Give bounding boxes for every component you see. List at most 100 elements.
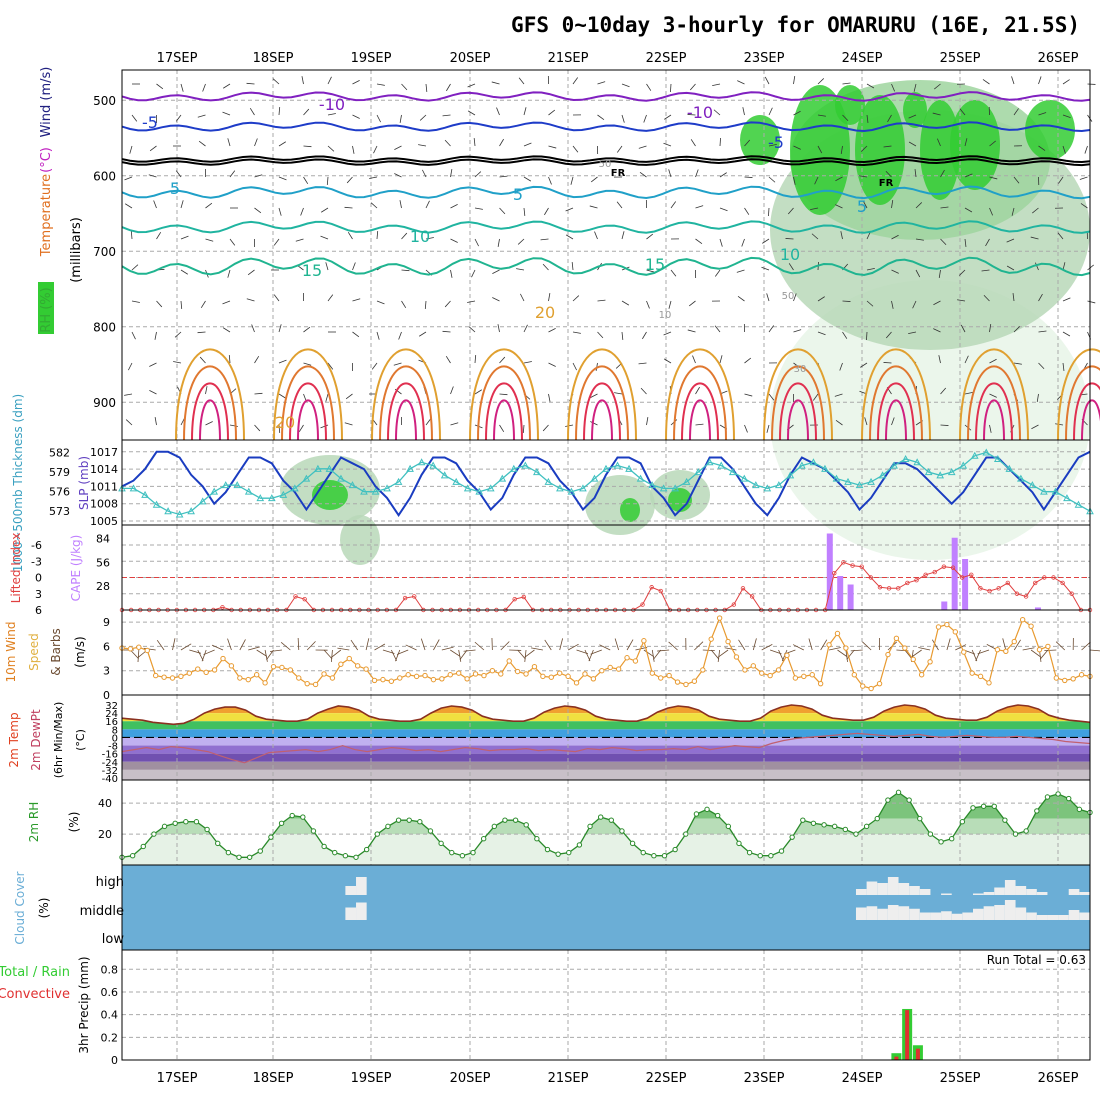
date-label-bottom: 25SEP	[940, 1071, 981, 1086]
rh-point	[216, 841, 220, 845]
y-tick-label: 0.6	[101, 986, 119, 999]
rh-point	[726, 824, 730, 828]
rh-shading	[950, 100, 1000, 190]
date-label-bottom: 24SEP	[842, 1071, 883, 1086]
rh-point	[524, 823, 528, 827]
y-tick-label: -6	[31, 539, 42, 552]
wind-speed-point	[128, 647, 132, 651]
wind-speed-point	[903, 646, 907, 650]
y-axis-label: (°C)	[74, 729, 87, 751]
cloud-bar-middle	[1026, 913, 1037, 921]
wind-speed-point	[423, 673, 427, 677]
wind-speed-point	[717, 616, 721, 620]
y-axis-label: Lifted Index	[9, 533, 23, 604]
y-axis-label: (millibars)	[69, 217, 84, 283]
rh-point	[769, 854, 773, 858]
wind-speed-point	[566, 674, 570, 678]
precip-bar-convective	[916, 1049, 920, 1060]
wind-speed-point	[962, 650, 966, 654]
wind-speed-point	[743, 668, 747, 672]
rh-point	[620, 829, 624, 833]
y-axis-label: 10m Wind	[4, 622, 18, 683]
wind-speed-point	[978, 674, 982, 678]
wind-barb	[745, 177, 753, 178]
wind-speed-point	[1063, 678, 1067, 682]
rh-point	[418, 820, 422, 824]
y-tick-label: -40	[102, 774, 118, 785]
wind-speed-point	[616, 667, 620, 671]
temp-band	[122, 729, 1090, 737]
y-tick-label: 1017	[90, 446, 118, 459]
wind-speed-point	[844, 646, 848, 650]
y-axis-label: Total / Rain	[0, 965, 70, 980]
rh-point	[343, 854, 347, 858]
y-tick-label: 28	[96, 580, 110, 593]
y-axis-label: 2m RH	[27, 802, 41, 843]
rh-point	[439, 841, 443, 845]
wind-speed-point	[1020, 618, 1024, 622]
cape-bar	[837, 576, 843, 610]
y-tick-label: 573	[49, 505, 70, 518]
date-label-top: 25SEP	[940, 51, 981, 66]
contour-label: -10	[687, 103, 713, 122]
temp-band	[122, 754, 1090, 762]
rh-shading	[585, 475, 655, 535]
y-tick-label: 9	[103, 616, 110, 629]
rh-point	[279, 821, 283, 825]
wind-speed-point	[625, 656, 629, 660]
rh-point	[535, 837, 539, 841]
wind-speed-point	[928, 660, 932, 664]
wind-speed-point	[558, 671, 562, 675]
rh-point	[588, 824, 592, 828]
rh-point	[290, 813, 294, 817]
rh-point	[758, 854, 762, 858]
rh-point	[577, 843, 581, 847]
rh-point	[1056, 792, 1060, 796]
wind-speed-point	[684, 682, 688, 686]
wind-speed-point	[659, 676, 663, 680]
wind-speed-point	[827, 643, 831, 647]
y-tick-label: 3	[103, 665, 110, 678]
rh-point	[918, 816, 922, 820]
run-total-annotation: Run Total = 0.63	[987, 953, 1086, 967]
y-axis-label: & Barbs	[49, 628, 63, 676]
y-axis-label: (%)	[37, 898, 51, 919]
wind-speed-point	[524, 672, 528, 676]
wind-speed-point	[170, 676, 174, 680]
wind-speed-point	[347, 656, 351, 660]
wind-speed-point	[499, 672, 503, 676]
cloud-level-label: low	[102, 932, 125, 947]
y-axis-label: (m/s)	[73, 636, 87, 667]
wind-speed-point	[280, 665, 284, 669]
temp-band	[122, 737, 1090, 745]
wind-speed-point	[1071, 677, 1075, 681]
rh-point	[407, 818, 411, 822]
wind-speed-point	[456, 671, 460, 675]
rh-point	[301, 815, 305, 819]
wind-barb	[670, 84, 671, 92]
rh-point	[1067, 796, 1071, 800]
rh-point	[694, 812, 698, 816]
cloud-bar-middle	[899, 906, 910, 920]
wind-speed-point	[987, 681, 991, 685]
wind-speed-point	[288, 668, 292, 672]
y-tick-label: 1014	[90, 463, 118, 476]
rh-point	[779, 849, 783, 853]
rh-point	[237, 855, 241, 859]
wind-speed-point	[137, 645, 141, 649]
rh-point	[1003, 818, 1007, 822]
y-tick-label: 900	[93, 396, 116, 410]
rh-point	[896, 790, 900, 794]
rh-point	[130, 854, 134, 858]
wind-speed-point	[911, 657, 915, 661]
date-label-bottom: 20SEP	[450, 1071, 491, 1086]
rh-point	[971, 806, 975, 810]
date-label-top: 18SEP	[253, 51, 294, 66]
wind-speed-point	[675, 680, 679, 684]
wind-speed-point	[608, 665, 612, 669]
rh-point	[184, 820, 188, 824]
wind-speed-point	[1079, 673, 1083, 677]
rh-point	[822, 823, 826, 827]
cloud-bar-middle	[1058, 915, 1069, 920]
rh-shading	[620, 498, 640, 522]
